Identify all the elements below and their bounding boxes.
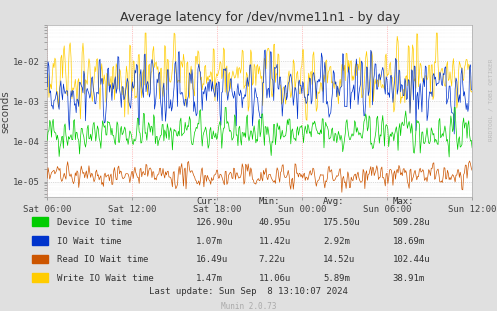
Text: 1.07m: 1.07m (196, 237, 223, 245)
Title: Average latency for /dev/nvme11n1 - by day: Average latency for /dev/nvme11n1 - by d… (120, 11, 400, 24)
Text: Min:: Min: (258, 197, 280, 206)
Text: 40.95u: 40.95u (258, 218, 291, 227)
Text: 38.91m: 38.91m (393, 274, 425, 283)
Text: 102.44u: 102.44u (393, 255, 430, 264)
Text: 126.90u: 126.90u (196, 218, 234, 227)
Text: 1.47m: 1.47m (196, 274, 223, 283)
Text: 11.42u: 11.42u (258, 237, 291, 245)
Text: 11.06u: 11.06u (258, 274, 291, 283)
Text: Last update: Sun Sep  8 13:10:07 2024: Last update: Sun Sep 8 13:10:07 2024 (149, 287, 348, 296)
Text: 175.50u: 175.50u (323, 218, 361, 227)
Text: Max:: Max: (393, 197, 414, 206)
Text: 2.92m: 2.92m (323, 237, 350, 245)
Text: IO Wait time: IO Wait time (57, 237, 122, 245)
Text: Munin 2.0.73: Munin 2.0.73 (221, 301, 276, 310)
Text: 14.52u: 14.52u (323, 255, 355, 264)
Text: Device IO time: Device IO time (57, 218, 132, 227)
Text: 509.28u: 509.28u (393, 218, 430, 227)
Y-axis label: seconds: seconds (0, 90, 10, 132)
Text: Write IO Wait time: Write IO Wait time (57, 274, 154, 283)
Text: 7.22u: 7.22u (258, 255, 285, 264)
Text: 18.69m: 18.69m (393, 237, 425, 245)
Text: Read IO Wait time: Read IO Wait time (57, 255, 149, 264)
Text: 5.89m: 5.89m (323, 274, 350, 283)
Text: Avg:: Avg: (323, 197, 344, 206)
Text: RRDTOOL / TOBI OETIKER: RRDTOOL / TOBI OETIKER (488, 58, 493, 141)
Text: 16.49u: 16.49u (196, 255, 229, 264)
Text: Cur:: Cur: (196, 197, 218, 206)
